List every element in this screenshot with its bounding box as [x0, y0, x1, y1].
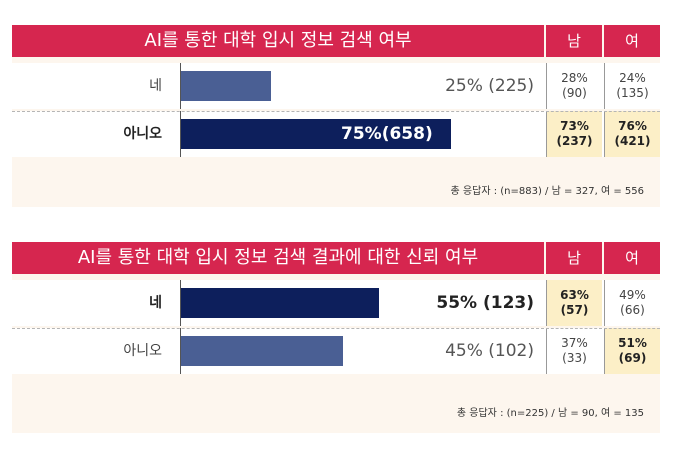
- male-count: (33): [562, 351, 587, 365]
- male-value-cell: 28% (90): [546, 63, 602, 109]
- chart-row: 네 25% (225) 28% (90) 24% (135): [12, 63, 660, 109]
- chart-panel-search-trust: AI를 통한 대학 입시 정보 검색 결과에 대한 신뢰 여부 남 여 네 55%…: [12, 242, 660, 433]
- chart-title: AI를 통한 대학 입시 정보 검색 결과에 대한 신뢰 여부: [12, 242, 544, 274]
- male-value-cell: 73% (237): [546, 111, 602, 157]
- cell-divider: [604, 328, 660, 329]
- column-header-male: 남: [546, 25, 602, 57]
- female-value-cell: 24% (135): [604, 63, 660, 109]
- female-percent: 24%: [619, 71, 646, 85]
- female-value-cell: 76% (421): [604, 111, 660, 157]
- category-label: 네: [149, 78, 162, 94]
- female-count: (69): [618, 351, 647, 365]
- data-label: 25% (225): [445, 76, 534, 96]
- bar: [181, 71, 271, 101]
- female-value-cell: 49% (66): [604, 280, 660, 326]
- footnote: 총 응답자 : (n=883) / 남 = 327, 여 = 556: [450, 186, 644, 197]
- bar: [181, 288, 379, 318]
- female-percent: 51%: [618, 336, 647, 350]
- female-value-cell: 51% (69): [604, 328, 660, 374]
- category-label: 아니오: [123, 126, 162, 142]
- chart-row: 아니오 75%(658) 73% (237) 76% (421): [12, 111, 660, 157]
- row-divider: [12, 111, 544, 112]
- chart-header: AI를 통한 대학 입시 정보 검색 결과에 대한 신뢰 여부 남 여: [12, 242, 660, 274]
- male-percent: 73%: [560, 119, 589, 133]
- male-value-cell: 37% (33): [546, 328, 602, 374]
- column-header-female: 여: [604, 242, 660, 274]
- female-count: (421): [614, 134, 651, 148]
- male-value-cell: 63% (57): [546, 280, 602, 326]
- female-count: (66): [620, 303, 645, 317]
- column-header-female: 여: [604, 25, 660, 57]
- category-axis-line: [180, 111, 181, 157]
- chart-row: 아니오 45% (102) 37% (33) 51% (69): [12, 328, 660, 374]
- male-percent: 28%: [561, 71, 588, 85]
- cell-divider: [546, 111, 602, 112]
- category-label: 네: [149, 295, 162, 311]
- footnote: 총 응답자 : (n=225) / 남 = 90, 여 = 135: [456, 408, 644, 419]
- female-percent: 49%: [619, 288, 646, 302]
- chart-row: 네 55% (123) 63% (57) 49% (66): [12, 280, 660, 326]
- cell-divider: [546, 328, 602, 329]
- chart-header: AI를 통한 대학 입시 정보 검색 여부 남 여: [12, 25, 660, 57]
- female-count: (135): [616, 86, 649, 100]
- bar: [181, 336, 343, 366]
- chart-panel-search-usage: AI를 통한 대학 입시 정보 검색 여부 남 여 네 25% (225) 28%(…: [12, 25, 660, 207]
- category-axis-line: [180, 280, 181, 326]
- bar: [181, 119, 451, 149]
- female-percent: 76%: [618, 119, 647, 133]
- male-percent: 37%: [561, 336, 588, 350]
- male-count: (90): [562, 86, 587, 100]
- male-percent: 63%: [560, 288, 589, 302]
- category-label: 아니오: [123, 343, 162, 359]
- row-divider: [12, 328, 544, 329]
- cell-divider: [604, 111, 660, 112]
- male-count: (57): [560, 303, 589, 317]
- male-count: (237): [556, 134, 593, 148]
- data-label: 45% (102): [445, 341, 534, 361]
- category-axis-line: [180, 328, 181, 374]
- data-label: 55% (123): [436, 293, 534, 313]
- data-label: 75%(658): [341, 124, 433, 144]
- column-header-male: 남: [546, 242, 602, 274]
- category-axis-line: [180, 63, 181, 109]
- chart-title: AI를 통한 대학 입시 정보 검색 여부: [12, 25, 544, 57]
